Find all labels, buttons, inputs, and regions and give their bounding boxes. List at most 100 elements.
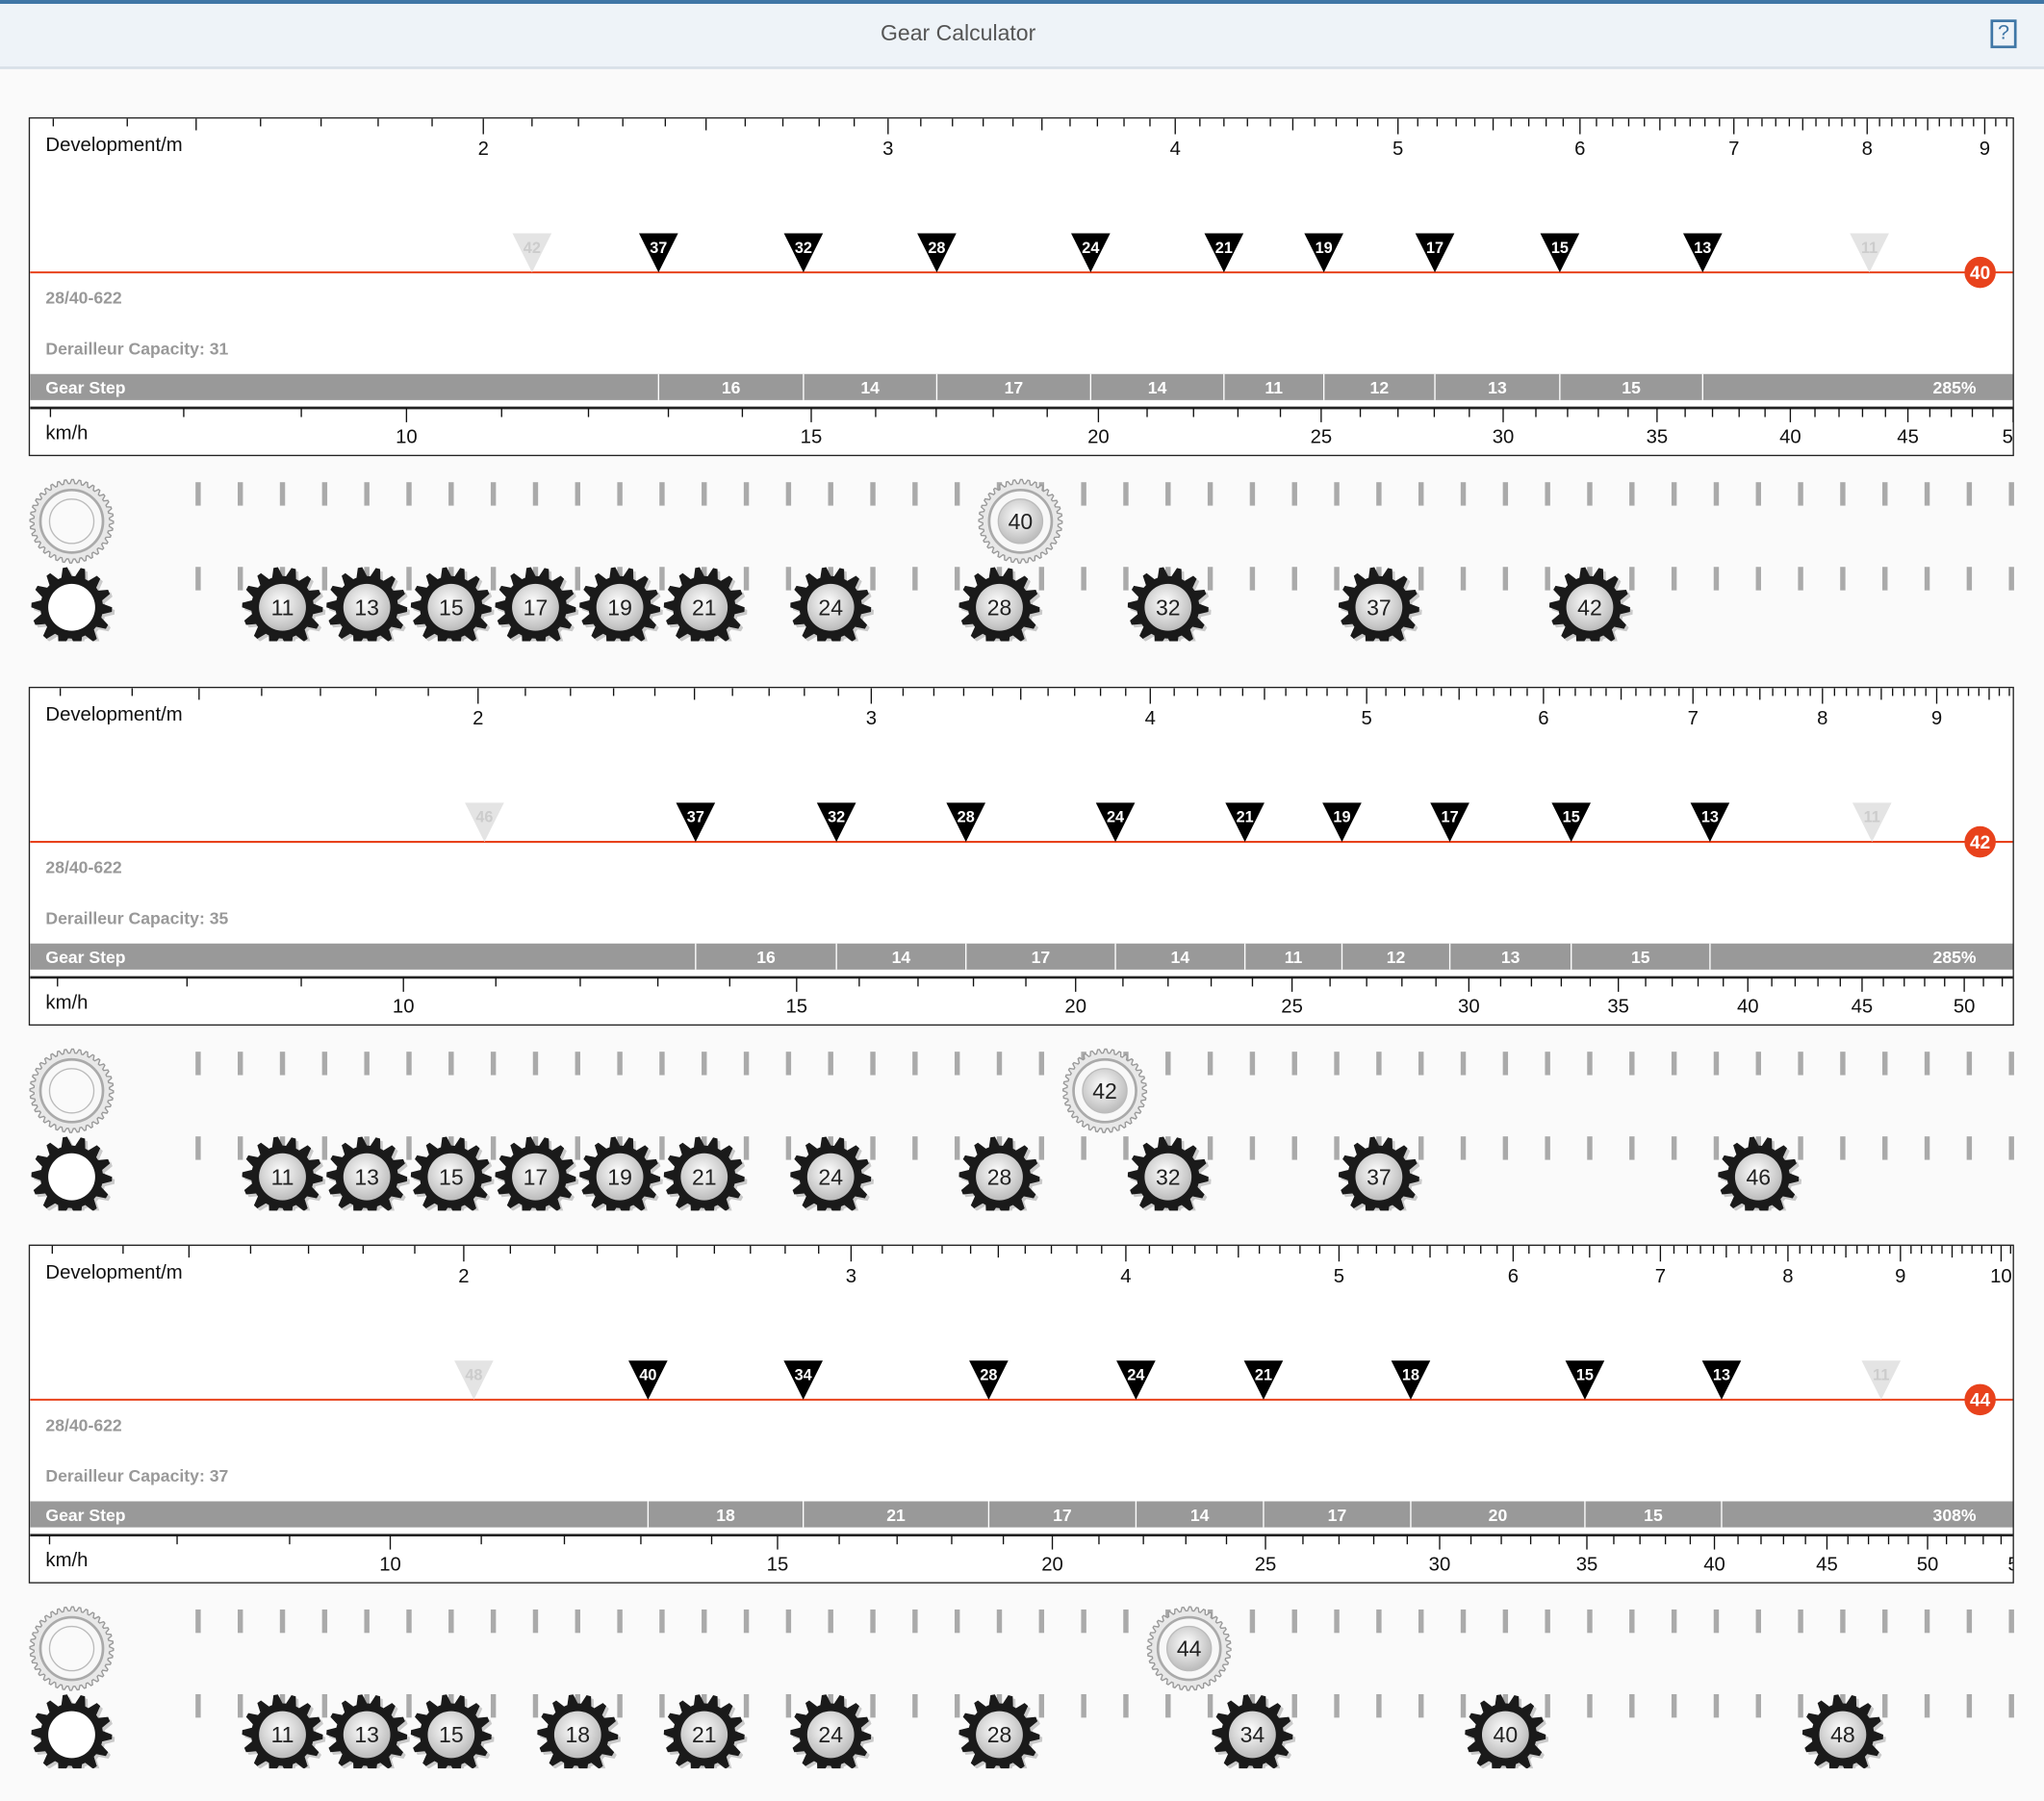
chainring-slot-tick[interactable] [1249,482,1256,506]
chainring-slot-tick[interactable] [321,1052,328,1076]
cog-slot-tick[interactable] [1713,567,1720,591]
chainring-slot-tick[interactable] [279,482,286,506]
chainring-slot-tick[interactable] [1081,482,1086,506]
chainring-slot-tick[interactable] [1502,1052,1509,1076]
chainring-slot-tick[interactable] [490,1609,497,1634]
chainring-slot-tick[interactable] [1840,1609,1846,1634]
cog-slot-tick[interactable] [1798,1693,1803,1718]
cog-slot-tick[interactable] [1966,1693,1973,1718]
chainring-slot-tick[interactable] [617,1052,623,1076]
chainring-slot-tick[interactable] [1460,1609,1467,1634]
chainring-slot-tick[interactable] [279,1609,286,1634]
chainring-slot-tick[interactable] [575,1609,580,1634]
chainring-slot-tick[interactable] [1502,1609,1509,1634]
cog-slot-tick[interactable] [1924,567,1930,591]
chainring-slot-tick[interactable] [1882,1052,1888,1076]
chainring-slot-tick[interactable] [1123,482,1129,506]
cog-slot-tick[interactable] [912,1136,918,1160]
cog-slot-tick[interactable] [1924,1693,1930,1718]
chainring-slot-tick[interactable] [1755,1609,1761,1634]
cog-slot-tick[interactable] [1713,1136,1720,1160]
chainring-slot-tick[interactable] [1840,482,1846,506]
cog-slot-tick[interactable] [1081,1136,1086,1160]
cog-slot-tick[interactable] [1587,1693,1593,1718]
cog-slot-tick[interactable] [1966,1136,1973,1160]
cog-slot-tick[interactable] [490,1136,497,1160]
chainring-slot-tick[interactable] [1545,482,1550,506]
chainring-slot-tick[interactable] [406,482,412,506]
cog-slot-tick[interactable] [238,1136,243,1160]
chainring-slot-tick[interactable] [364,1052,370,1076]
cog-slot-tick[interactable] [532,1693,539,1718]
chainring-slot-tick[interactable] [321,1609,328,1634]
chainring-slot-tick[interactable] [1123,1609,1129,1634]
cog-slot-tick[interactable] [1207,567,1214,591]
cog-slot-tick[interactable] [659,1693,665,1718]
cog-slot-tick[interactable] [1123,1136,1129,1160]
chainring-slot-tick[interactable] [702,1609,707,1634]
cog-slot-tick[interactable] [238,1693,243,1718]
cog-slot-tick[interactable] [1418,1136,1424,1160]
chainring-slot-tick[interactable] [1966,1052,1973,1076]
chainring-slot-tick[interactable] [238,1052,243,1076]
chainring-slot-tick[interactable] [1840,1052,1846,1076]
chainring-slot-tick[interactable] [785,482,792,506]
chainring-slot-tick[interactable] [1207,1052,1214,1076]
cog-slot-tick[interactable] [785,1136,792,1160]
cog-slot-tick[interactable] [954,567,960,591]
chainring-slot-tick[interactable] [1545,1052,1550,1076]
chainring-slot-tick[interactable] [1376,1052,1382,1076]
chainring-slot-tick[interactable] [659,482,665,506]
chainring-slot-tick[interactable] [1671,1609,1677,1634]
chainring-slot-tick[interactable] [1376,482,1382,506]
chainring-slot-tick[interactable] [1798,1052,1803,1076]
chainring-slot-tick[interactable] [575,482,580,506]
chainring-slot-tick[interactable] [448,482,454,506]
chainring-slot-tick[interactable] [1291,482,1297,506]
chainring-slot-tick[interactable] [1418,1609,1424,1634]
cog-slot-tick[interactable] [1629,1136,1635,1160]
cog-slot-tick[interactable] [1334,1136,1340,1160]
cog-slot-tick[interactable] [1924,1136,1930,1160]
cog-slot-tick[interactable] [912,567,918,591]
chainring-slot-tick[interactable] [279,1052,286,1076]
chainring-slot-tick[interactable] [1038,1609,1045,1634]
chainring-slot-tick[interactable] [490,1052,497,1076]
chainring-slot-tick[interactable] [870,482,876,506]
cog-slot-tick[interactable] [1460,1136,1467,1160]
cog-slot-tick[interactable] [1502,567,1509,591]
cog-slot-tick[interactable] [1460,567,1467,591]
chainring-slot-tick[interactable] [743,1609,750,1634]
cog-slot-tick[interactable] [743,1136,750,1160]
chainring-slot-tick[interactable] [1418,1052,1424,1076]
chainring-slot-tick[interactable] [1629,1052,1635,1076]
cog-slot-tick[interactable] [954,1693,960,1718]
chainring-slot-tick[interactable] [954,1609,960,1634]
chainring-slot-tick[interactable] [1334,1609,1340,1634]
chainring-slot-tick[interactable] [532,482,539,506]
chainring-slot-tick[interactable] [870,1052,876,1076]
chainring-slot-tick[interactable] [702,1052,707,1076]
cog-slot-tick[interactable] [1798,1136,1803,1160]
chainring-slot-tick[interactable] [575,1052,580,1076]
chainring-slot-tick[interactable] [1249,1609,1256,1634]
chainring-slot-tick[interactable] [870,1609,876,1634]
chainring-slot-tick[interactable] [195,1052,201,1076]
cog-slot-tick[interactable] [1882,1136,1888,1160]
cog-slot-tick[interactable] [2008,567,2014,591]
cog-slot-tick[interactable] [1755,567,1761,591]
chainring-slot-tick[interactable] [912,1052,918,1076]
chainring-slot-tick[interactable] [2008,482,2014,506]
cog-slot-tick[interactable] [1545,1136,1550,1160]
chainring-slot-tick[interactable] [659,1609,665,1634]
cog-slot-tick[interactable] [490,1693,497,1718]
chainring-slot-tick[interactable] [617,1609,623,1634]
chainring-slot-tick[interactable] [1966,482,1973,506]
chainring-slot-tick[interactable] [532,1052,539,1076]
chainring-slot-tick[interactable] [954,482,960,506]
cog-slot-tick[interactable] [870,1136,876,1160]
chainring-slot-tick[interactable] [1755,1052,1761,1076]
chainring-slot-tick[interactable] [1249,1052,1256,1076]
cog-slot-tick[interactable] [1165,1693,1171,1718]
cog-slot-tick[interactable] [575,567,580,591]
